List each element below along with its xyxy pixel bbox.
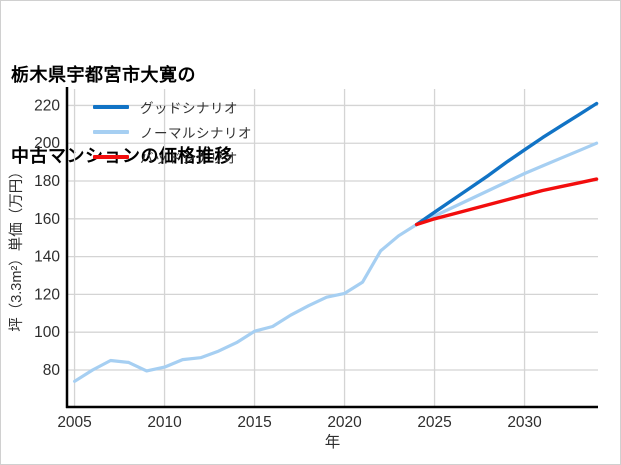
legend-item-good-scenario[interactable]: グッドシナリオ [93, 94, 252, 119]
y-tick-label: 100 [34, 324, 60, 341]
y-tick-label: 80 [43, 362, 61, 379]
chart-legend: グッドシナリオ ノーマルシナリオ バッドシナリオ [93, 94, 252, 169]
x-tick-label: 2005 [57, 414, 91, 431]
legend-label: バッドシナリオ [140, 150, 238, 166]
x-axis-title: 年 [325, 433, 341, 451]
y-axis-title: 坪（3.3m²）単価（万円） [8, 164, 25, 332]
series-line-bad [414, 177, 599, 227]
y-tick-label: 180 [34, 173, 60, 190]
series-line-normal [72, 141, 599, 383]
x-tick-label: 2015 [237, 414, 271, 431]
x-tick-label: 2020 [327, 414, 362, 431]
y-tick-label: 140 [34, 249, 60, 266]
y-tick-label: 160 [34, 211, 60, 228]
legend-label: ノーマルシナリオ [140, 125, 252, 141]
y-tick-label: 120 [34, 286, 60, 303]
legend-line-swatch [93, 129, 129, 134]
y-tick-label: 200 [34, 135, 60, 152]
legend-label: グッドシナリオ [140, 100, 238, 116]
legend-line-swatch [93, 154, 129, 159]
x-tick-label: 2025 [417, 414, 451, 431]
legend-item-bad-scenario[interactable]: バッドシナリオ [93, 144, 252, 169]
series-line-good [414, 101, 599, 227]
legend-line-swatch [93, 104, 129, 109]
x-tick-label: 2010 [147, 414, 182, 431]
chart-title-line1: 栃木県宇都宮市大寛の [11, 65, 196, 85]
y-tick-label: 220 [34, 97, 60, 114]
x-tick-label: 2030 [507, 414, 542, 431]
legend-item-normal-scenario[interactable]: ノーマルシナリオ [93, 119, 252, 144]
